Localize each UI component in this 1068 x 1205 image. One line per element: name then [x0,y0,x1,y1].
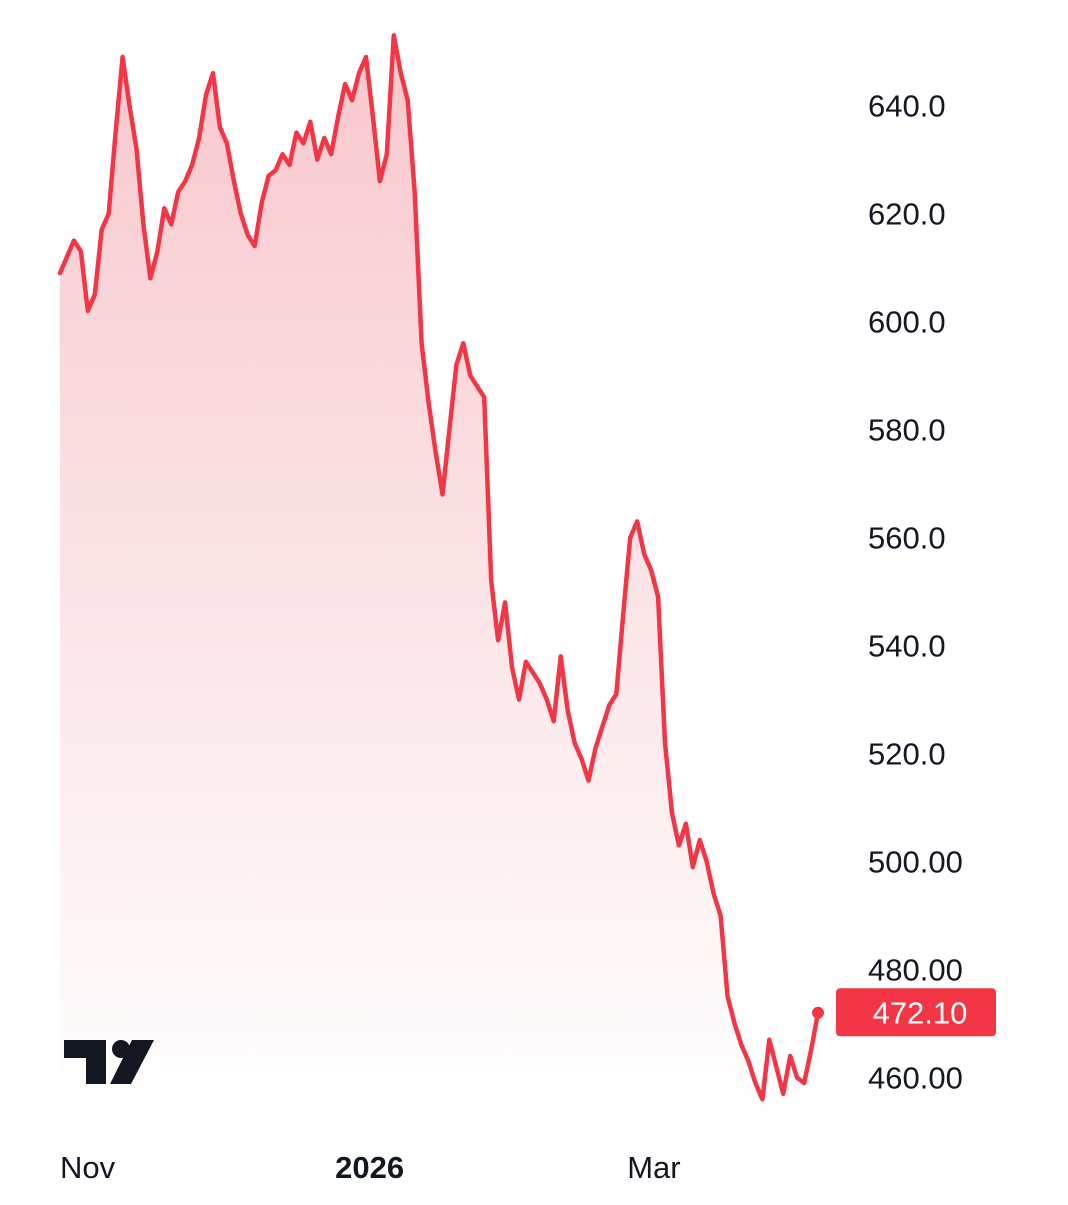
y-tick-label: 540.0 [868,629,946,664]
y-tick-label: 580.0 [868,413,946,448]
y-tick-label: 600.0 [868,305,946,340]
y-tick-label: 560.0 [868,521,946,556]
last-price-label: 472.10 [873,995,968,1030]
y-tick-label: 500.00 [868,845,963,880]
last-price-tag-background [836,988,996,1037]
x-tick-label: Mar [627,1150,680,1185]
last-price-point [812,1006,824,1019]
x-tick-label: 2026 [335,1150,404,1185]
tradingview-logo-icon[interactable] [64,1040,154,1084]
y-tick-label: 520.0 [868,737,946,772]
last-price-tag: 472.10 [836,988,996,1037]
y-tick-label: 640.0 [868,89,946,124]
y-tick-label: 460.00 [868,1061,963,1096]
x-tick-label: Nov [60,1150,116,1185]
y-axis: 640.0 620.0 600.0 580.0 560.0 540.0 520.0 500.0… [868,89,963,1096]
price-area-fill [60,35,818,1118]
y-tick-label: 620.0 [868,197,946,232]
x-axis: Nov 2026 Mar [60,1150,681,1185]
price-line [57,33,821,1102]
tradingview-logo-slash-icon [110,1040,154,1084]
y-tick-label: 480.00 [868,953,963,988]
tradingview-logo-bar-icon [64,1040,106,1084]
